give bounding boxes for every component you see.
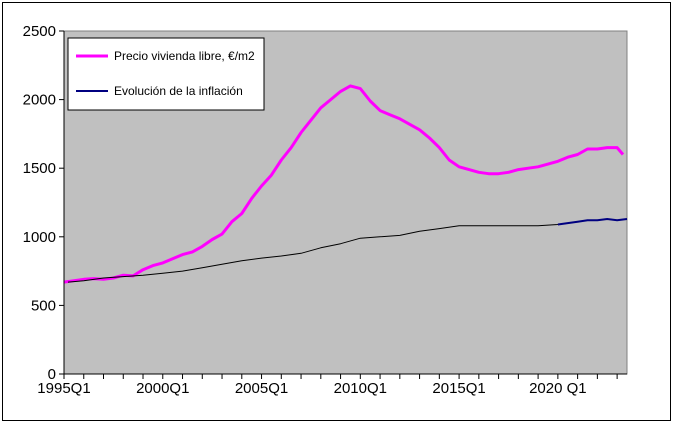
legend-label-precio: Precio vivienda libre, €/m2 xyxy=(114,49,255,63)
legend: Precio vivienda libre, €/m2 Evolución de… xyxy=(67,37,265,111)
y-tick-label: 2500 xyxy=(23,23,56,40)
axes-layer: 0 500 1000 1500 2000 2500 1995Q1 2000Q1 2005Q1 20… xyxy=(23,23,627,397)
legend-label-inflacion: Evolución de la inflación xyxy=(114,84,243,98)
x-tick-label: 1995Q1 xyxy=(37,380,90,397)
x-tick-label: 2020 Q1 xyxy=(529,380,587,397)
series-line-precio xyxy=(63,84,625,284)
y-tick-label: 0 xyxy=(48,366,56,383)
series-line-inflacion-recent xyxy=(557,217,628,226)
series-layer xyxy=(63,84,628,284)
x-tick-label: 2000Q1 xyxy=(136,380,189,397)
y-tick-label: 1500 xyxy=(23,160,56,177)
legend-box xyxy=(67,37,265,111)
y-tick-label: 500 xyxy=(31,297,56,314)
y-tick-label: 2000 xyxy=(23,92,56,109)
x-tick-label: 2010Q1 xyxy=(334,380,387,397)
x-tick-label: 2005Q1 xyxy=(235,380,288,397)
y-tick-label: 1000 xyxy=(23,229,56,246)
x-tick-label: 2015Q1 xyxy=(432,380,485,397)
